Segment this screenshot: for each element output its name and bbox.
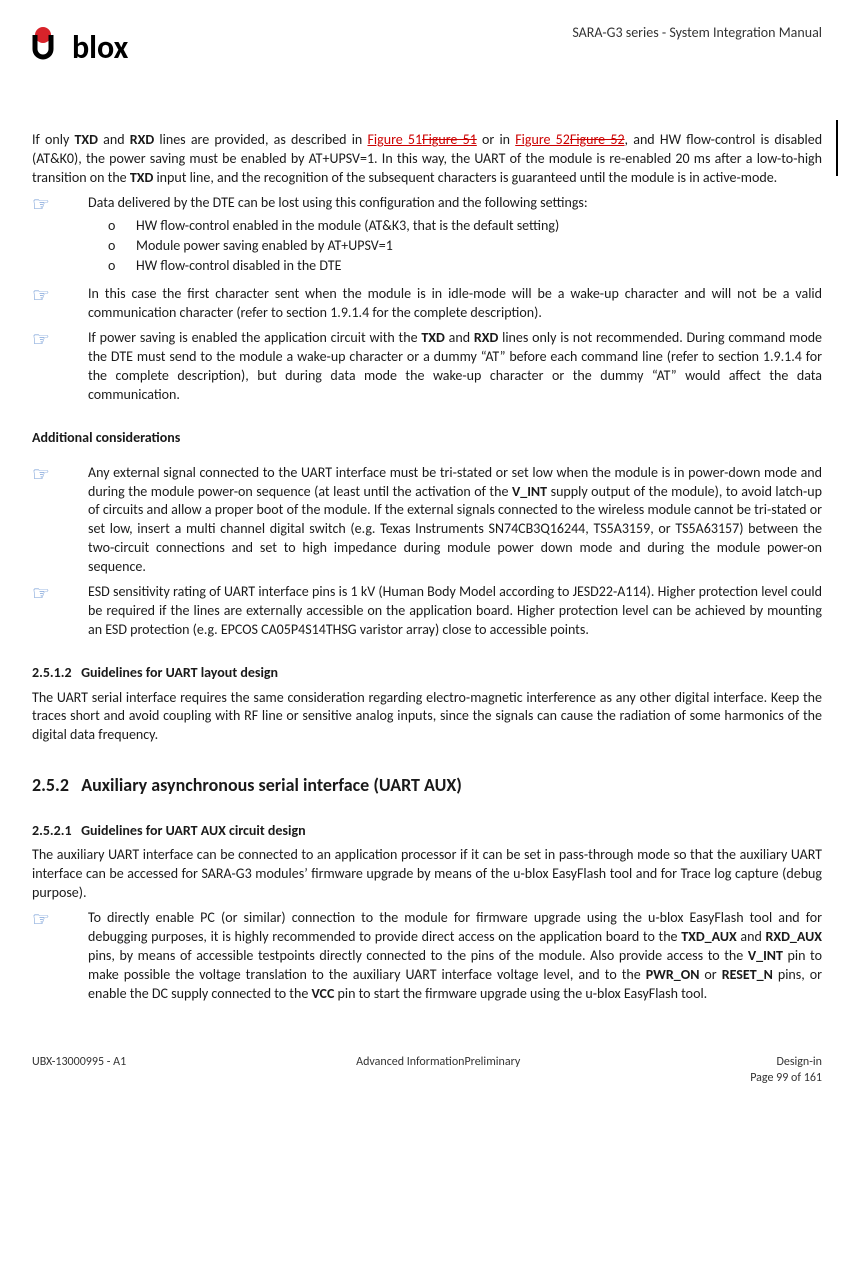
heading-2-5-2: 2.5.2 Auxiliary asynchronous serial inte…	[32, 773, 822, 797]
list-item: oHW flow-control disabled in the DTE	[108, 257, 822, 276]
pointer-icon: ☞	[32, 194, 88, 215]
note-power-saving: ☞ If power saving is enabled the applica…	[32, 329, 822, 405]
heading-2-5-2-1: 2.5.2.1 Guidelines for UART AUX circuit …	[32, 822, 822, 841]
pointer-icon: ☞	[32, 464, 88, 485]
logo-icon	[32, 24, 68, 71]
list-item: oHW flow-control enabled in the module (…	[108, 217, 822, 236]
note-data-lost: ☞ Data delivered by the DTE can be lost …	[32, 194, 822, 280]
logo: blox	[32, 24, 128, 71]
note-text: ESD sensitivity rating of UART interface…	[88, 583, 822, 640]
footer-left: UBX-13000995 - A1	[32, 1054, 126, 1086]
revision-bar	[836, 120, 838, 176]
footer-right: Design-in Page 99 of 161	[750, 1054, 822, 1086]
page-footer: UBX-13000995 - A1 Advanced InformationPr…	[32, 1054, 822, 1086]
note-text: In this case the first character sent wh…	[88, 285, 822, 323]
logo-text: blox	[72, 26, 128, 69]
pointer-icon: ☞	[32, 285, 88, 306]
note-wakeup-char: ☞ In this case the first character sent …	[32, 285, 822, 323]
paragraph-intro: If only TXD and RXD lines are provided, …	[32, 131, 822, 188]
footer-center: Advanced InformationPreliminary	[356, 1054, 520, 1086]
note-easyflash: ☞ To directly enable PC (or similar) con…	[32, 909, 822, 1003]
page-header: blox SARA-G3 series - System Integration…	[32, 24, 822, 71]
heading-2-5-1-2: 2.5.1.2 Guidelines for UART layout desig…	[32, 664, 822, 683]
pointer-icon: ☞	[32, 909, 88, 930]
note-lead: Data delivered by the DTE can be lost us…	[88, 194, 588, 211]
note-sublist: oHW flow-control enabled in the module (…	[88, 217, 822, 276]
figure-51-link[interactable]: Figure 51	[367, 131, 422, 148]
note-tristate: ☞ Any external signal connected to the U…	[32, 464, 822, 577]
list-item: oModule power saving enabled by AT+UPSV=…	[108, 237, 822, 256]
note-esd: ☞ ESD sensitivity rating of UART interfa…	[32, 583, 822, 640]
heading-additional: Additional considerations	[32, 429, 822, 448]
pointer-icon: ☞	[32, 329, 88, 350]
figure-51-strike: Figure 51	[422, 131, 477, 148]
paragraph-uart-layout: The UART serial interface requires the s…	[32, 689, 822, 746]
document-title: SARA-G3 series - System Integration Manu…	[572, 24, 822, 43]
figure-52-link[interactable]: Figure 52	[515, 131, 570, 148]
pointer-icon: ☞	[32, 583, 88, 604]
paragraph-uart-aux: The auxiliary UART interface can be conn…	[32, 846, 822, 903]
figure-52-strike: Figure 52	[570, 131, 625, 148]
